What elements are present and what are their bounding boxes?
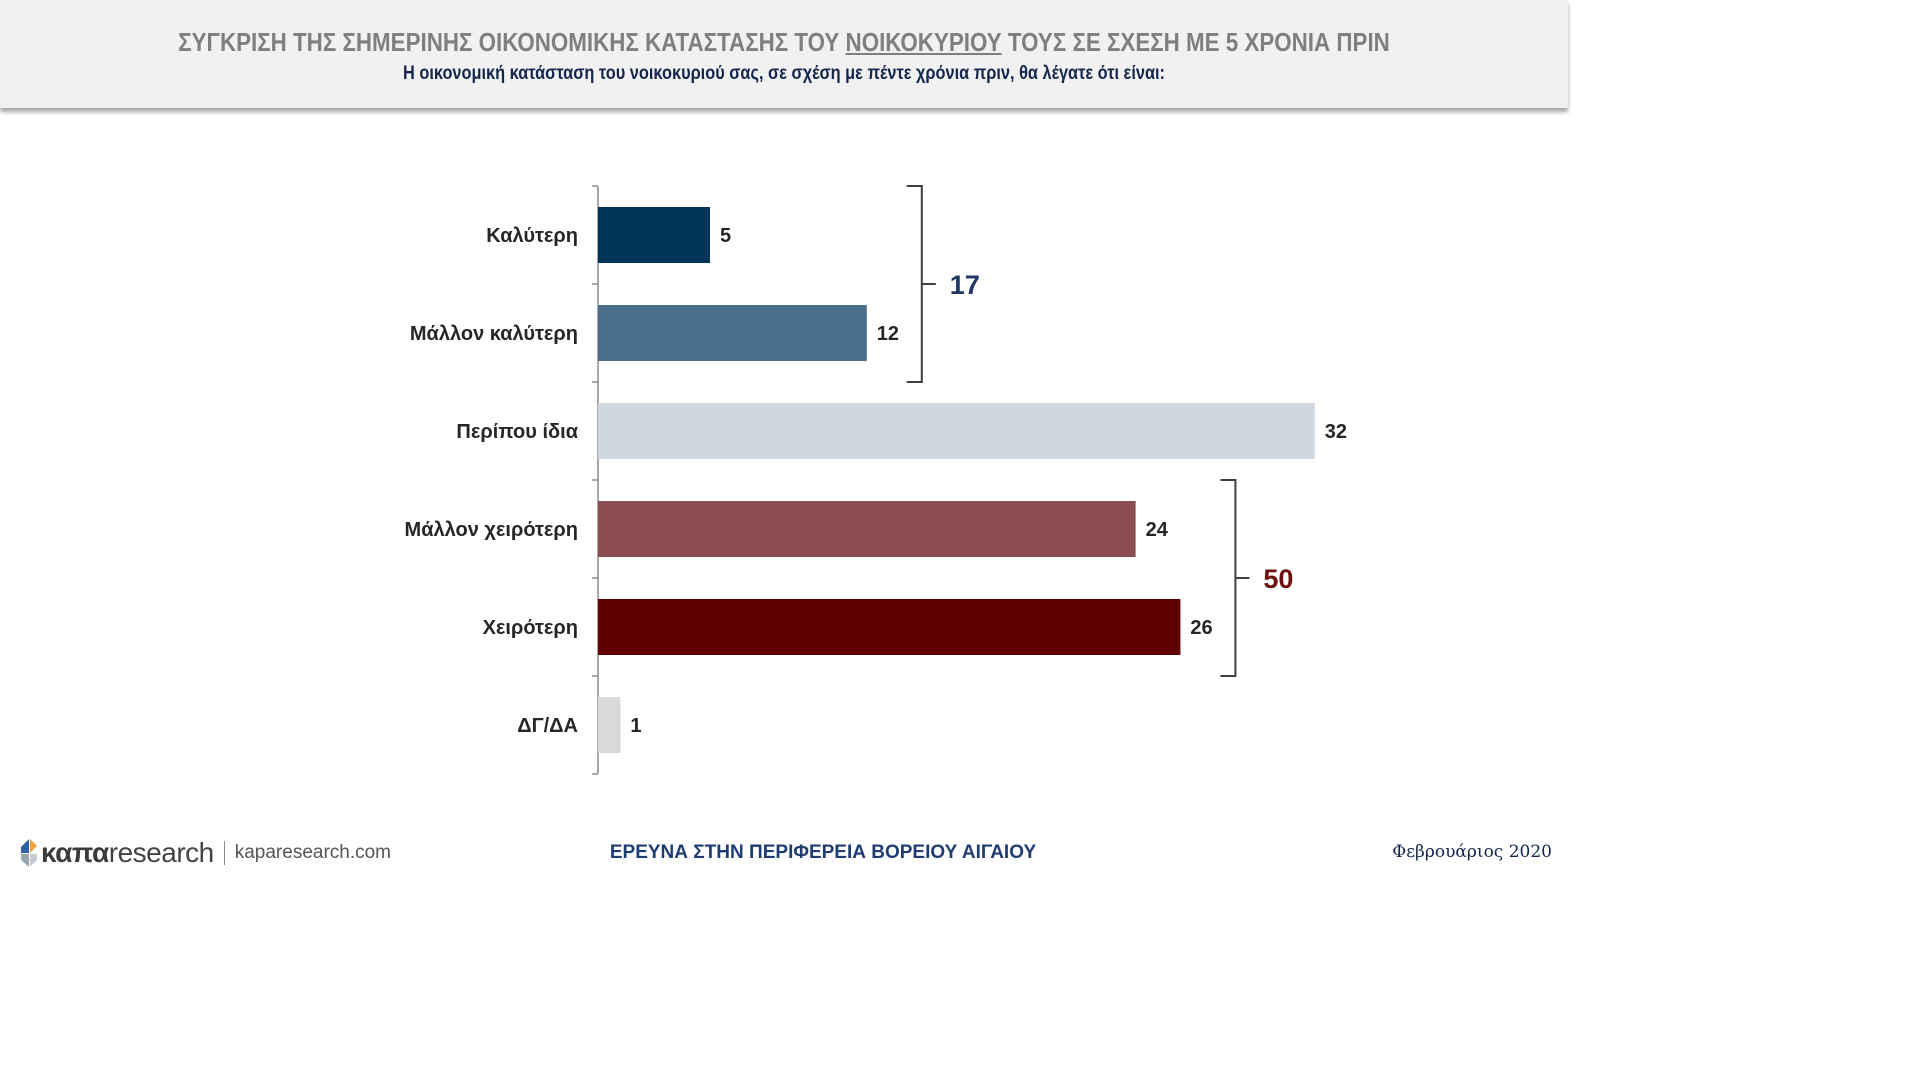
value-label-2: 12 xyxy=(877,323,899,345)
logo-wordmark: καπαresearch xyxy=(41,837,214,869)
group-total-1: 17 xyxy=(950,270,980,300)
category-label-6: ΔΓ/ΔΑ xyxy=(517,715,578,737)
title-underlined-word: ΝΟΙΚΟΚΥΡΙΟΥ xyxy=(845,27,1002,57)
category-label-2: Μάλλον καλύτερη xyxy=(410,323,578,345)
value-label-1: 5 xyxy=(720,225,731,247)
header-banner: ΣΥΓΚΡΙΣΗ ΤΗΣ ΣΗΜΕΡΙΝΗΣ ΟΙΚΟΝΟΜΙΚΗΣ ΚΑΤΑΣ… xyxy=(0,0,1568,108)
group-total-2: 50 xyxy=(1263,564,1293,594)
value-label-6: 1 xyxy=(630,715,641,737)
category-label-1: Καλύτερη xyxy=(486,225,578,247)
value-label-4: 24 xyxy=(1146,519,1169,541)
title-part-2: ΤΟΥΣ ΣΕ ΣΧΕΣΗ ΜΕ 5 ΧΡΟΝΙΑ ΠΡΙΝ xyxy=(1001,27,1390,57)
bar-6 xyxy=(598,697,621,753)
value-label-5: 26 xyxy=(1190,617,1212,639)
kapa-logo-icon xyxy=(20,838,38,868)
group-bracket-1 xyxy=(906,185,936,383)
bar-4 xyxy=(598,501,1136,557)
value-label-3: 32 xyxy=(1325,421,1347,443)
page-title: ΣΥΓΚΡΙΣΗ ΤΗΣ ΣΗΜΕΡΙΝΗΣ ΟΙΚΟΝΟΜΙΚΗΣ ΚΑΤΑΣ… xyxy=(110,27,1458,58)
category-label-3: Περίπου ίδια xyxy=(456,421,578,443)
logo-divider xyxy=(223,841,225,865)
bar-3 xyxy=(598,403,1315,459)
bar-1 xyxy=(598,207,710,263)
logo-wordmark-light: research xyxy=(108,837,214,868)
kapa-research-logo: καπαresearch kaparesearch.com xyxy=(20,836,391,870)
logo-wordmark-bold: καπα xyxy=(41,837,109,868)
website-url: kaparesearch.com xyxy=(234,842,392,863)
category-label-4: Μάλλον χειρότερη xyxy=(405,519,578,541)
survey-date: Φεβρουάριος 2020 xyxy=(1392,842,1552,862)
page-subtitle: Η οικονομική κατάσταση του νοικοκυριού σ… xyxy=(403,63,1165,84)
bar-2 xyxy=(598,305,867,361)
survey-region-caption: ΕΡΕΥΝΑ ΣΤΗΝ ΠΕΡΙΦΕΡΕΙΑ ΒΟΡΕΙΟΥ ΑΙΓΑΙΟΥ xyxy=(609,842,1037,863)
group-bracket-2 xyxy=(1220,479,1250,677)
bar-chart: Καλύτερη 5 Μάλλον καλύτερη 12 Περίπου ίδια 32… xyxy=(405,185,1347,775)
title-part-1: ΣΥΓΚΡΙΣΗ ΤΗΣ ΣΗΜΕΡΙΝΗΣ ΟΙΚΟΝΟΜΙΚΗΣ ΚΑΤΑΣ… xyxy=(178,27,846,57)
category-label-5: Χειρότερη xyxy=(483,617,578,639)
bar-5 xyxy=(598,599,1181,655)
